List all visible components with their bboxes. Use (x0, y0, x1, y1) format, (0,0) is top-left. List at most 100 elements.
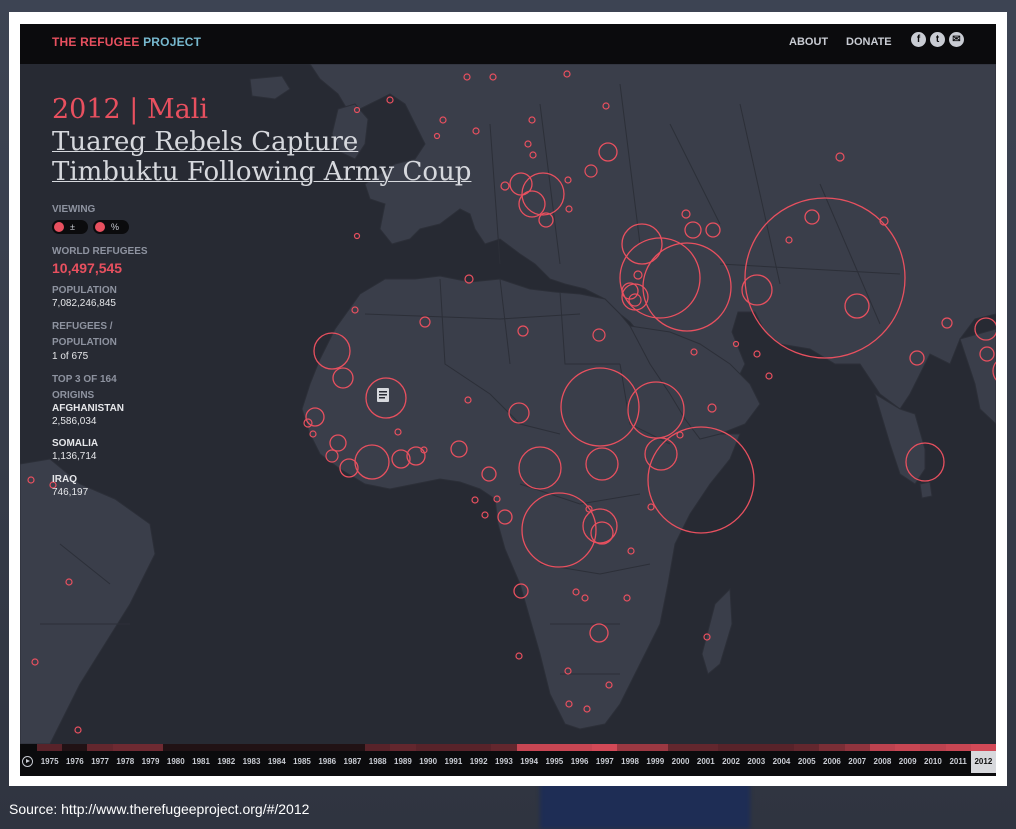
timeline-bar-1979[interactable] (137, 744, 164, 751)
refugee-circle[interactable] (528, 116, 536, 124)
nav-about-link[interactable]: ABOUT (789, 36, 829, 48)
refugee-circle[interactable] (508, 402, 530, 424)
refugee-circle[interactable] (450, 440, 468, 458)
refugee-circle[interactable] (31, 658, 39, 666)
timeline-bar-1994[interactable] (516, 744, 543, 751)
timeline-year-1979[interactable]: 1979 (141, 757, 160, 766)
timeline-year-2003[interactable]: 2003 (747, 757, 766, 766)
timeline-year-1997[interactable]: 1997 (595, 757, 614, 766)
timeline-bar-2009[interactable] (895, 744, 921, 751)
refugee-circle[interactable] (621, 282, 639, 300)
timeline-year-2008[interactable]: 2008 (873, 757, 892, 766)
timeline-year-1976[interactable]: 1976 (65, 757, 84, 766)
timeline-year-1995[interactable]: 1995 (545, 757, 564, 766)
refugee-circle[interactable] (619, 237, 701, 319)
timeline-year-1980[interactable]: 1980 (166, 757, 185, 766)
timeline-year-1996[interactable]: 1996 (570, 757, 589, 766)
refugee-circle[interactable] (627, 381, 685, 439)
refugee-circle[interactable] (565, 205, 573, 213)
refugee-circle[interactable] (602, 102, 610, 110)
refugee-circle[interactable] (386, 96, 394, 104)
refugee-circle[interactable] (497, 509, 513, 525)
timeline-bar-2000[interactable] (667, 744, 694, 751)
timeline-year-1977[interactable]: 1977 (91, 757, 109, 766)
timeline-bar-1998[interactable] (617, 744, 644, 751)
refugee-circle[interactable] (481, 466, 497, 482)
timeline-year-1999[interactable]: 1999 (646, 757, 665, 766)
refugee-circle[interactable] (627, 547, 635, 555)
timeline-bar-1985[interactable] (289, 744, 316, 751)
timeline-bar-1999[interactable] (642, 744, 669, 751)
refugee-circle[interactable] (681, 209, 691, 219)
refugee-circle[interactable] (439, 116, 447, 124)
timeline-year-1989[interactable]: 1989 (394, 757, 412, 766)
refugee-circle[interactable] (471, 496, 479, 504)
refugee-circle[interactable] (560, 367, 640, 447)
timeline-year-1978[interactable]: 1978 (116, 757, 135, 766)
refugee-circle[interactable] (313, 332, 351, 370)
refugee-circle[interactable] (644, 437, 678, 471)
refugee-circle[interactable] (464, 274, 474, 284)
timeline-year-1998[interactable]: 1998 (621, 757, 639, 766)
refugee-circle[interactable] (605, 681, 613, 689)
refugee-circle[interactable] (309, 430, 317, 438)
refugee-circle[interactable] (521, 492, 597, 568)
refugee-circle[interactable] (564, 176, 572, 184)
timeline-bar-1984[interactable] (264, 744, 290, 751)
timeline-bar-1987[interactable] (339, 744, 366, 751)
refugee-circle[interactable] (572, 588, 580, 596)
refugee-circle[interactable] (992, 357, 996, 385)
refugee-circle[interactable] (394, 428, 402, 436)
refugee-circle[interactable] (582, 508, 618, 544)
refugee-circle[interactable] (303, 418, 313, 428)
refugee-circle[interactable] (974, 317, 996, 341)
email-icon[interactable]: ✉ (949, 32, 964, 47)
refugee-circle[interactable] (690, 348, 698, 356)
play-icon[interactable] (22, 756, 33, 767)
refugee-circle[interactable] (332, 367, 354, 389)
view-percent-toggle[interactable]: % (93, 220, 129, 234)
refugee-circle[interactable] (785, 236, 793, 244)
refugee-circle[interactable] (74, 726, 82, 734)
timeline-bar-2005[interactable] (794, 744, 820, 751)
nav-donate-link[interactable]: DONATE (846, 36, 892, 48)
timeline-year-2001[interactable]: 2001 (696, 757, 715, 766)
refugee-circle[interactable] (581, 594, 589, 602)
refugee-circle[interactable] (433, 132, 441, 140)
refugee-circle[interactable] (879, 216, 889, 226)
timeline-year-2002[interactable]: 2002 (722, 757, 740, 766)
timeline-year-2005[interactable]: 2005 (797, 757, 816, 766)
refugee-circle[interactable] (518, 446, 562, 490)
timeline-year-1983[interactable]: 1983 (242, 757, 261, 766)
refugee-circle[interactable] (524, 140, 532, 148)
refugee-circle[interactable] (621, 283, 649, 311)
timeline-bar-1975[interactable] (37, 744, 63, 751)
refugee-circle[interactable] (804, 209, 820, 225)
refugee-circle[interactable] (27, 476, 35, 484)
refugee-circle[interactable] (489, 73, 497, 81)
refugee-circle[interactable] (509, 172, 533, 196)
timeline-year-1981[interactable]: 1981 (192, 757, 210, 766)
refugee-circle[interactable] (589, 623, 609, 643)
story-note-icon[interactable] (375, 387, 391, 403)
refugee-circle[interactable] (741, 274, 773, 306)
timeline-bar-1995[interactable] (541, 744, 568, 751)
site-logo[interactable]: THE REFUGEE PROJECT (52, 35, 201, 49)
timeline-bar-1976[interactable] (62, 744, 88, 751)
refugee-circle[interactable] (676, 431, 684, 439)
refugee-circle[interactable] (590, 521, 614, 545)
timeline-bar-1983[interactable] (238, 744, 265, 751)
timeline-year-2000[interactable]: 2000 (671, 757, 690, 766)
refugee-circle[interactable] (353, 232, 361, 240)
timeline-bar-1978[interactable] (112, 744, 139, 751)
refugee-circle[interactable] (941, 317, 953, 329)
refugee-circle[interactable] (979, 346, 995, 362)
refugee-circle[interactable] (515, 652, 523, 660)
refugee-circle[interactable] (585, 447, 619, 481)
refugee-circle[interactable] (564, 667, 572, 675)
refugee-circle[interactable] (905, 442, 945, 482)
timeline-year-1986[interactable]: 1986 (318, 757, 337, 766)
refugee-circle[interactable] (598, 142, 618, 162)
refugee-circle[interactable] (628, 293, 642, 307)
timeline-year-2007[interactable]: 2007 (848, 757, 867, 766)
